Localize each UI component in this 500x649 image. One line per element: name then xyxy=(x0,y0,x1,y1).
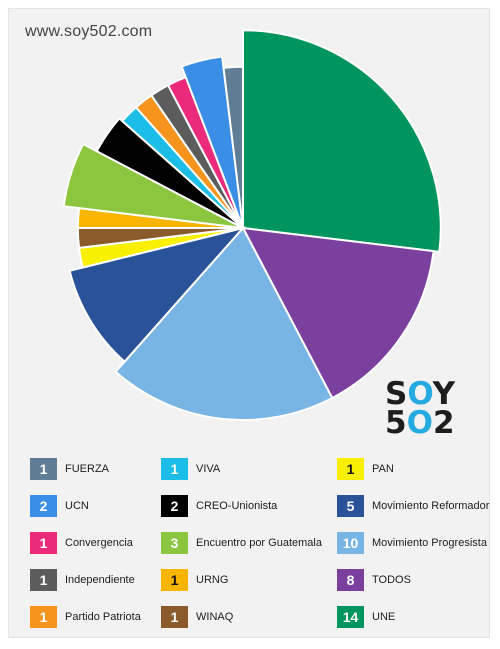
legend-label: Movimiento Reformador xyxy=(372,500,490,512)
pie-slice-fuerza xyxy=(222,65,244,229)
legend-label: VIVA xyxy=(196,463,221,475)
legend-item-convergencia: 1 Convergencia xyxy=(30,532,133,554)
legend-label: URNG xyxy=(196,574,229,586)
legend-label: UCN xyxy=(65,500,89,512)
legend-count-badge: 1 xyxy=(30,569,57,591)
pie-slice-ucn xyxy=(180,55,244,229)
legend-label: CREO-Unionista xyxy=(196,500,278,512)
legend-label: FUERZA xyxy=(65,463,109,475)
legend-item-todos: 8 TODOS xyxy=(337,569,411,591)
legend-item-movimiento-progresista: 10 Movimiento Progresista xyxy=(337,532,487,554)
legend-count-badge: 5 xyxy=(337,495,364,517)
pie-slice-todos xyxy=(241,226,435,400)
pie-slice-une xyxy=(242,29,442,253)
legend-item-une: 14 UNE xyxy=(337,606,395,628)
legend-label: WINAQ xyxy=(196,611,234,623)
legend-item-urng: 1 URNG xyxy=(161,569,228,591)
pie-slice-movimiento-progresista xyxy=(114,226,334,421)
legend-item-independiente: 1 Independiente xyxy=(30,569,135,591)
legend-item-ucn: 2 UCN xyxy=(30,495,89,517)
logo-line-1: SOY xyxy=(385,376,456,412)
legend: 1 FUERZA 2 UCN 1 Convergencia 1 Independiente 1 P… xyxy=(30,458,490,628)
legend-count-badge: 3 xyxy=(161,532,188,554)
legend-label: Partido Patriota xyxy=(65,611,141,623)
legend-item-winaq: 1 WINAQ xyxy=(161,606,233,628)
legend-count-badge: 1 xyxy=(30,532,57,554)
legend-label: TODOS xyxy=(372,574,411,586)
legend-item-creo-unionista: 2 CREO-Unionista xyxy=(161,495,277,517)
pie-slice-movimiento-reformador xyxy=(68,226,246,364)
legend-item-viva: 1 VIVA xyxy=(161,458,220,480)
legend-item-encuentro-por-guatemala: 3 Encuentro por Guatemala xyxy=(161,532,322,554)
legend-count-badge: 1 xyxy=(161,569,188,591)
legend-label: UNE xyxy=(372,611,396,623)
legend-item-movimiento-reformador: 5 Movimiento Reformador xyxy=(337,495,489,517)
legend-label: Movimiento Progresista xyxy=(372,537,487,549)
legend-item-partido-patriota: 1 Partido Patriota xyxy=(30,606,141,628)
soy502-logo: SOY 5O2 xyxy=(385,376,456,441)
logo-line-2: 5O2 xyxy=(385,405,455,441)
legend-count-badge: 14 xyxy=(337,606,364,628)
legend-label: PAN xyxy=(372,463,394,475)
legend-count-badge: 8 xyxy=(337,569,364,591)
pie-slice-encuentro-por-guatemala xyxy=(62,142,244,229)
legend-item-pan: 1 PAN xyxy=(337,458,394,480)
pie-slice-creo-unionista xyxy=(95,117,244,229)
legend-item-fuerza: 1 FUERZA xyxy=(30,458,109,480)
legend-count-badge: 10 xyxy=(337,532,364,554)
legend-count-badge: 1 xyxy=(161,606,188,628)
legend-count-badge: 1 xyxy=(30,458,57,480)
legend-count-badge: 1 xyxy=(337,458,364,480)
legend-count-badge: 2 xyxy=(30,495,57,517)
site-url: www.soy502.com xyxy=(25,23,153,40)
legend-label: Independiente xyxy=(65,574,135,586)
legend-count-badge: 1 xyxy=(30,606,57,628)
legend-label: Encuentro por Guatemala xyxy=(196,537,322,549)
legend-label: Convergencia xyxy=(65,537,133,549)
legend-count-badge: 2 xyxy=(161,495,188,517)
legend-count-badge: 1 xyxy=(161,458,188,480)
